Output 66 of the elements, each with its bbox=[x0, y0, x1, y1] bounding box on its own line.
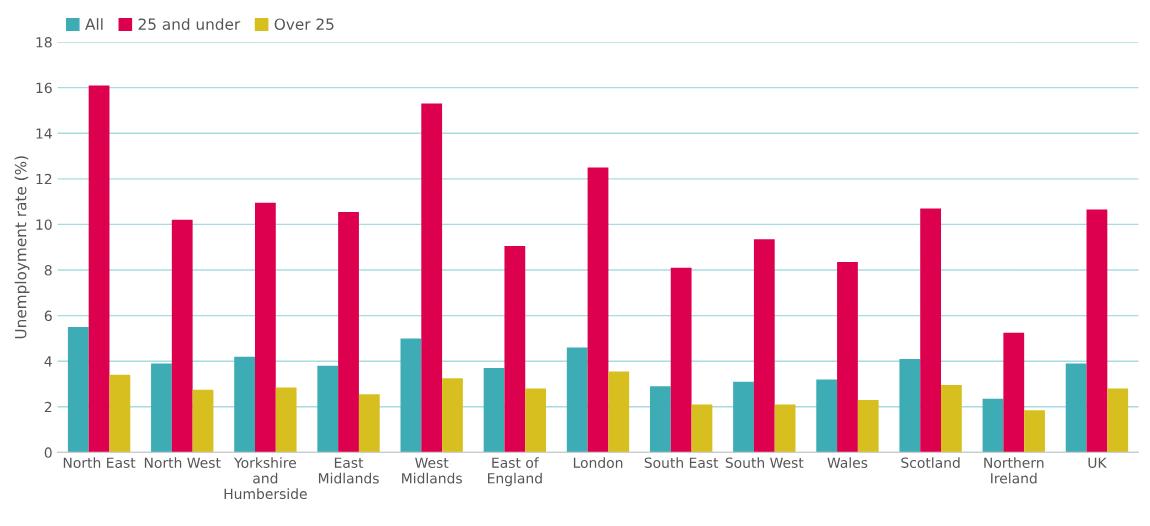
bar bbox=[1024, 410, 1045, 453]
bar bbox=[171, 219, 193, 453]
bar bbox=[899, 358, 921, 453]
x-tick-label: UK bbox=[1088, 457, 1107, 468]
x-tick-label: South West bbox=[725, 457, 804, 468]
x-tick-label: Northern Ireland bbox=[984, 457, 1044, 484]
x-tick-label: London bbox=[573, 457, 623, 468]
x-tick-label: Wales bbox=[827, 457, 868, 468]
bar bbox=[88, 85, 110, 453]
bar bbox=[1065, 363, 1087, 453]
x-tick-label: East Midlands bbox=[318, 457, 379, 484]
bar bbox=[857, 399, 879, 453]
x-tick-label: East of England bbox=[488, 457, 542, 487]
y-tick-label: 0 bbox=[44, 447, 52, 458]
bar bbox=[483, 368, 505, 453]
x-tick-label: West Midlands bbox=[402, 457, 462, 484]
x-tick-label: South East bbox=[644, 457, 719, 468]
y-tick-label: 10 bbox=[36, 219, 52, 230]
y-tick-label: 18 bbox=[36, 37, 52, 48]
bar bbox=[982, 398, 1004, 453]
bar bbox=[733, 381, 754, 453]
bar bbox=[816, 379, 838, 453]
bar bbox=[566, 347, 588, 453]
bar bbox=[774, 404, 796, 453]
bar bbox=[608, 371, 630, 453]
y-tick-label: 12 bbox=[36, 173, 52, 185]
bar bbox=[338, 211, 359, 453]
bar bbox=[1003, 332, 1025, 453]
bar bbox=[192, 389, 214, 453]
bar bbox=[317, 365, 339, 453]
x-tick-label: Yorkshire and Humberside bbox=[224, 457, 307, 500]
bar bbox=[421, 103, 443, 453]
legend-label: All bbox=[85, 18, 103, 30]
bar bbox=[941, 385, 962, 453]
bar bbox=[525, 388, 547, 453]
legend-label: 25 and under bbox=[138, 18, 241, 30]
y-axis-title: Unemployment rate (%) bbox=[14, 156, 30, 339]
bar bbox=[358, 394, 380, 453]
y-tick-label: 8 bbox=[44, 264, 52, 276]
bar bbox=[234, 356, 255, 453]
bar bbox=[1107, 388, 1129, 453]
legend-label: Over 25 bbox=[274, 18, 334, 30]
bar bbox=[649, 386, 671, 453]
bar bbox=[691, 404, 713, 453]
bar bbox=[254, 202, 276, 453]
y-tick-label: 14 bbox=[36, 128, 52, 139]
x-tick-label: Scotland bbox=[901, 457, 960, 468]
bar bbox=[837, 262, 858, 453]
bar bbox=[151, 363, 172, 453]
bar bbox=[587, 167, 609, 453]
bar bbox=[442, 378, 463, 453]
y-tick-label: 4 bbox=[44, 356, 52, 367]
bar bbox=[109, 374, 131, 453]
bar bbox=[67, 327, 89, 453]
bar bbox=[504, 246, 526, 453]
y-tick-label: 16 bbox=[36, 82, 52, 94]
x-tick-label: North East bbox=[63, 457, 136, 468]
bar bbox=[275, 387, 297, 453]
bar bbox=[920, 208, 942, 453]
bar bbox=[1086, 209, 1108, 453]
bar bbox=[670, 267, 692, 453]
bar bbox=[400, 338, 422, 453]
y-tick-label: 6 bbox=[44, 310, 52, 322]
x-tick-label: North West bbox=[144, 457, 221, 468]
y-tick-label: 2 bbox=[44, 401, 52, 413]
bar bbox=[753, 239, 775, 453]
